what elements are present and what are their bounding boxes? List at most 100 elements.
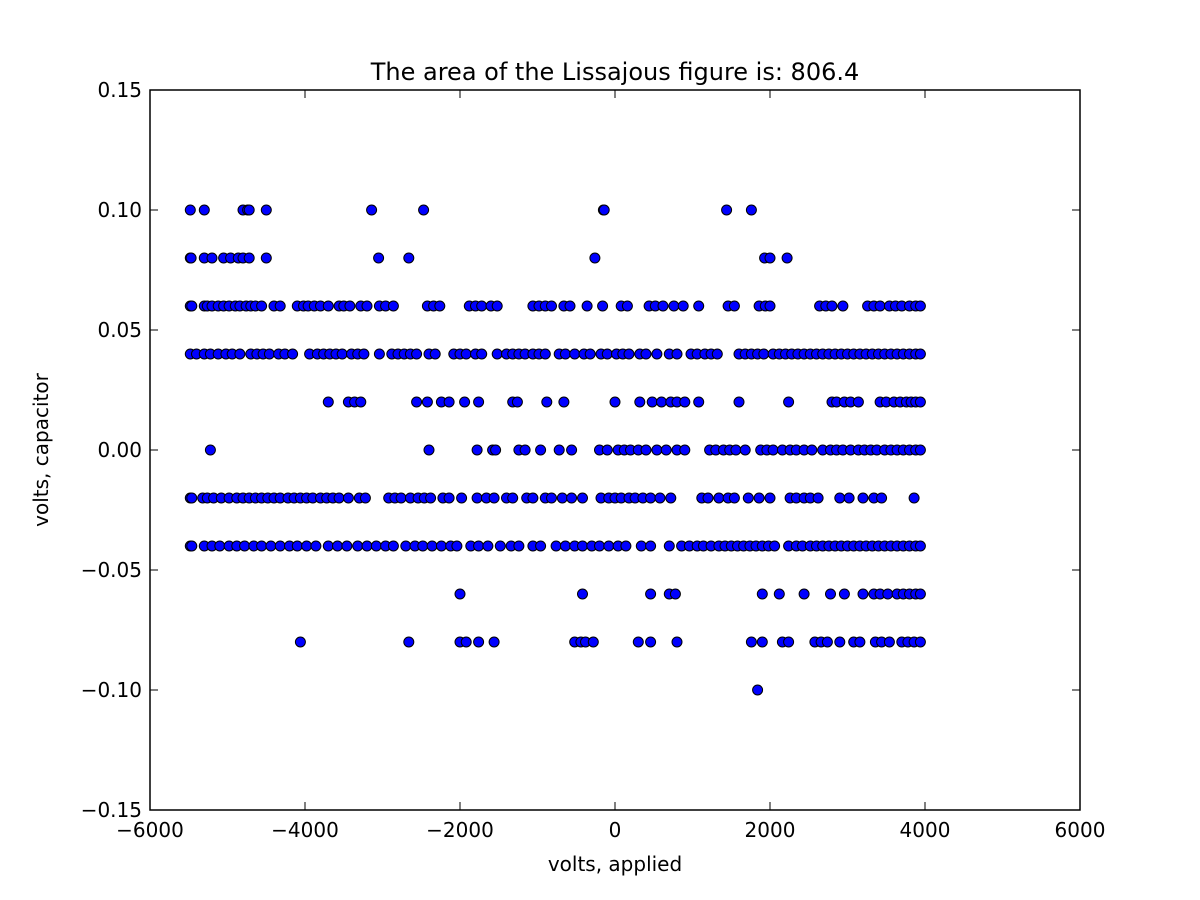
- data-point: [669, 588, 681, 600]
- data-point: [491, 348, 503, 360]
- data-point: [621, 300, 633, 312]
- data-point: [711, 348, 723, 360]
- data-point: [597, 300, 609, 312]
- data-point: [294, 636, 306, 648]
- data-point: [411, 348, 423, 360]
- x-tick-label: −4000: [271, 818, 339, 842]
- data-point: [336, 348, 348, 360]
- data-point: [914, 300, 926, 312]
- data-point: [322, 300, 334, 312]
- data-point: [854, 636, 866, 648]
- data-point: [693, 300, 705, 312]
- data-point: [838, 588, 850, 600]
- data-point: [185, 252, 197, 264]
- data-point: [260, 204, 272, 216]
- data-point: [490, 444, 502, 456]
- data-point: [764, 492, 776, 504]
- data-point: [387, 300, 399, 312]
- data-point: [471, 444, 483, 456]
- y-tick-label: −0.15: [81, 798, 142, 822]
- data-point: [355, 396, 367, 408]
- data-point: [476, 300, 488, 312]
- data-point: [609, 396, 621, 408]
- data-point: [739, 444, 751, 456]
- data-point: [491, 300, 503, 312]
- data-point: [476, 348, 488, 360]
- data-point: [263, 348, 275, 360]
- data-point: [322, 540, 334, 552]
- data-point: [370, 540, 382, 552]
- data-point: [589, 252, 601, 264]
- data-point: [553, 444, 565, 456]
- data-point: [361, 300, 373, 312]
- x-tick-label: 4000: [900, 818, 951, 842]
- data-point: [826, 300, 838, 312]
- data-point: [332, 540, 343, 552]
- data-point: [654, 492, 666, 504]
- data-point: [730, 444, 742, 456]
- y-tick-label: −0.10: [81, 678, 142, 702]
- data-point: [426, 540, 438, 552]
- data-point: [443, 396, 455, 408]
- data-point: [679, 444, 691, 456]
- data-point: [186, 540, 198, 552]
- data-point: [645, 492, 657, 504]
- data-point: [601, 444, 613, 456]
- data-point: [546, 300, 557, 312]
- data-point: [671, 636, 683, 648]
- data-point: [456, 492, 468, 504]
- data-point: [274, 540, 286, 552]
- data-point: [783, 636, 795, 648]
- data-point: [752, 684, 764, 696]
- data-point: [798, 588, 810, 600]
- data-point: [411, 396, 423, 408]
- data-point: [550, 540, 562, 552]
- y-tick-label: 0.00: [97, 438, 142, 462]
- data-point: [806, 444, 818, 456]
- data-point: [443, 492, 455, 504]
- data-point: [558, 396, 570, 408]
- data-point: [908, 492, 920, 504]
- data-point: [598, 204, 610, 216]
- data-point: [645, 588, 657, 600]
- data-point: [333, 492, 345, 504]
- y-tick-label: −0.05: [81, 558, 142, 582]
- data-point: [812, 492, 824, 504]
- data-point: [728, 300, 740, 312]
- y-tick-label: 0.05: [97, 318, 142, 342]
- x-axis-label: volts, applied: [548, 852, 682, 876]
- data-point: [359, 492, 371, 504]
- data-point: [665, 492, 677, 504]
- data-point: [601, 348, 613, 360]
- data-point: [361, 540, 373, 552]
- data-point: [753, 492, 765, 504]
- data-point: [423, 444, 435, 456]
- data-point: [646, 396, 658, 408]
- data-point: [559, 348, 571, 360]
- data-point: [566, 444, 578, 456]
- data-point: [186, 492, 198, 504]
- data-point: [660, 444, 672, 456]
- data-points: [184, 204, 926, 696]
- data-point: [322, 396, 334, 408]
- data-point: [756, 588, 768, 600]
- data-point: [482, 540, 494, 552]
- data-point: [874, 300, 886, 312]
- data-point: [366, 204, 378, 216]
- data-point: [825, 588, 836, 600]
- data-point: [488, 492, 500, 504]
- data-point: [403, 636, 415, 648]
- data-point: [488, 636, 500, 648]
- data-point: [256, 300, 268, 312]
- data-point: [214, 540, 226, 552]
- data-point: [914, 636, 926, 648]
- data-point: [535, 444, 547, 456]
- data-point: [857, 492, 869, 504]
- y-tick-label: 0.10: [97, 198, 142, 222]
- data-point: [310, 540, 322, 552]
- data-point: [837, 300, 849, 312]
- data-point: [527, 492, 539, 504]
- data-point: [632, 636, 644, 648]
- data-point: [656, 396, 667, 408]
- data-point: [473, 540, 485, 552]
